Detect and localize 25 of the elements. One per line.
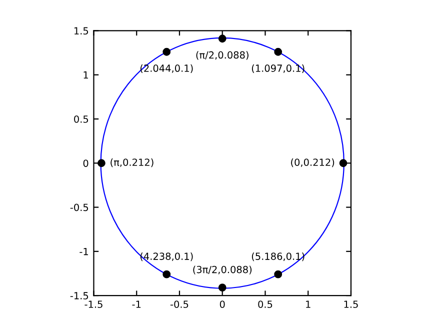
point bbox=[218, 284, 226, 292]
y-tick-label: 0 bbox=[83, 160, 88, 167]
point bbox=[98, 159, 106, 168]
annotation: (π/2,0.088) bbox=[196, 51, 248, 60]
annotation: (π,0.212) bbox=[110, 158, 154, 168]
y-tick-label: -1 bbox=[80, 248, 88, 256]
x-tick-label: 1.5 bbox=[344, 300, 358, 308]
x-tick-label: -0.5 bbox=[170, 300, 188, 308]
x-tick-label: 0 bbox=[220, 300, 225, 308]
x-tick-label: 1 bbox=[306, 300, 310, 308]
point bbox=[162, 48, 171, 56]
x-tick-label: -1 bbox=[132, 300, 141, 308]
point bbox=[162, 270, 171, 278]
point bbox=[339, 159, 348, 168]
y-tick-label: -1.5 bbox=[70, 292, 88, 300]
point bbox=[274, 48, 282, 56]
x-tick-label: 0.5 bbox=[258, 300, 272, 308]
point bbox=[274, 270, 282, 278]
y-tick-label: 1.5 bbox=[74, 27, 88, 35]
annotation: (0,0.212) bbox=[291, 158, 334, 168]
annotation: (3π/2,0.088) bbox=[193, 266, 252, 274]
y-tick-label: 1 bbox=[84, 71, 88, 79]
y-tick-label: 0.5 bbox=[74, 115, 88, 123]
y-tick-label: -0.5 bbox=[70, 204, 88, 212]
point bbox=[218, 34, 226, 43]
